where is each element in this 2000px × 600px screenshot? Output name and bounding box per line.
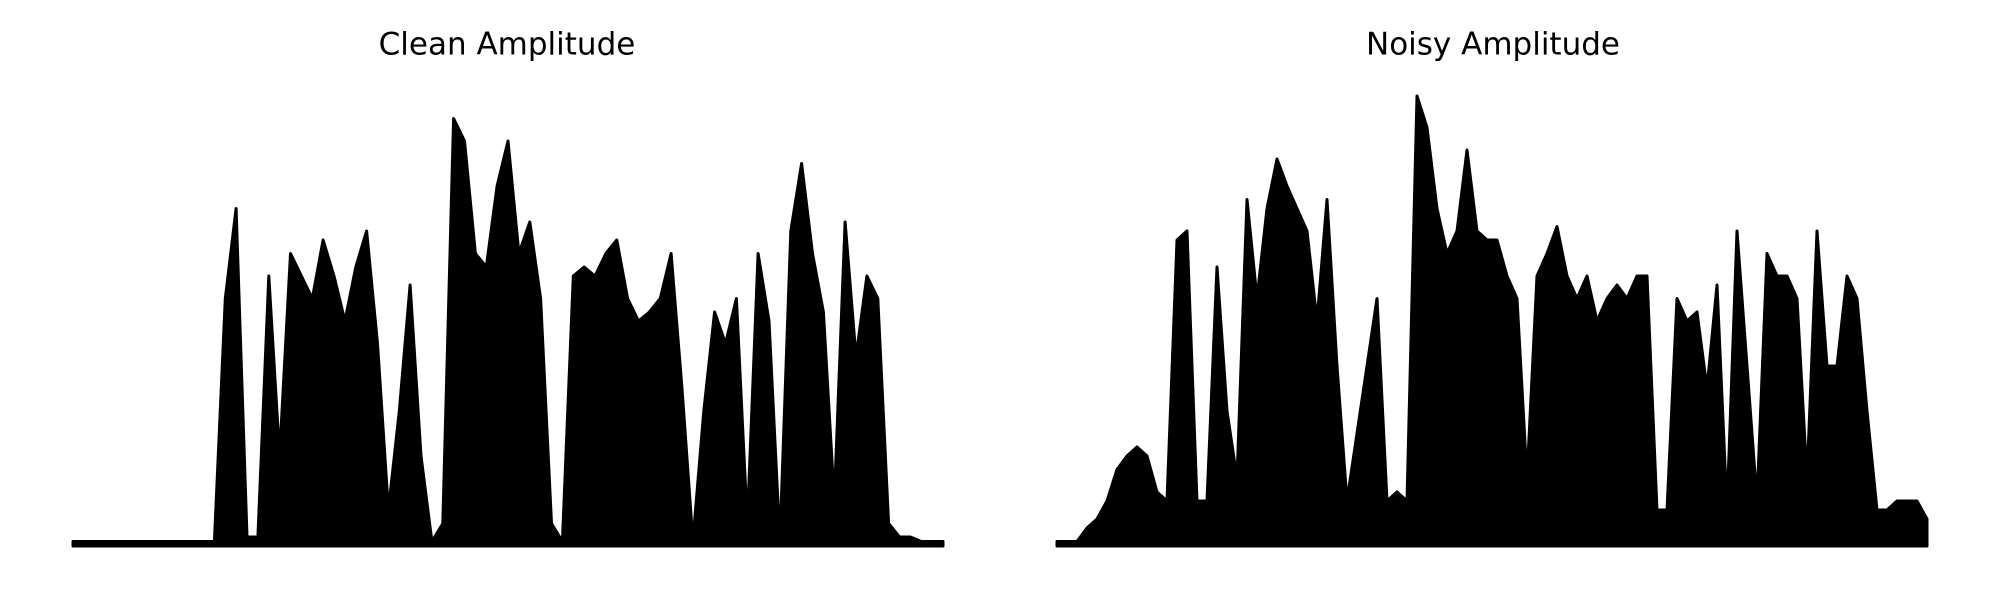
chart-title: Clean Amplitude	[379, 27, 636, 63]
amplitude-envelope	[1055, 94, 1929, 548]
amplitude-envelope	[71, 117, 945, 548]
chart-title: Noisy Amplitude	[1366, 27, 1620, 63]
